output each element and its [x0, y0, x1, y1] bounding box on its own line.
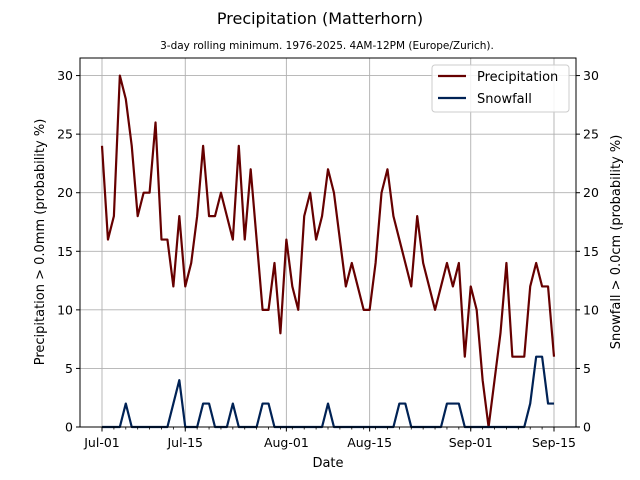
left-tick-label: 5 — [65, 361, 73, 376]
x-tick-label: Sep-15 — [532, 435, 576, 450]
grid — [80, 58, 576, 428]
series-line-precipitation — [100, 74, 556, 429]
left-axis-label: Precipitation > 0.0mm (probability %) — [33, 119, 48, 366]
x-axis: Jul-01 Jul-15 Aug-01 Aug-15 Sep-01 Sep-15 — [83, 427, 576, 450]
left-tick-label: 25 — [57, 127, 73, 142]
legend: Precipitation Snowfall — [431, 64, 570, 113]
plot-frame — [79, 57, 577, 428]
chart-subtitle: 3-day rolling minimum. 1976-2025. 4AM-12… — [160, 40, 494, 52]
left-axis: 0 5 10 15 20 25 30 — [57, 68, 80, 435]
right-tick-label: 5 — [583, 361, 591, 376]
legend-label-precipitation: Precipitation — [477, 70, 558, 85]
right-tick-label: 0 — [583, 420, 591, 435]
legend-label-snowfall: Snowfall — [477, 92, 532, 107]
x-tick-label: Sep-01 — [449, 435, 493, 450]
left-tick-label: 30 — [57, 68, 73, 83]
x-tick-label: Jul-01 — [83, 435, 120, 450]
chart-title: Precipitation (Matterhorn) — [217, 9, 423, 28]
right-tick-label: 25 — [583, 127, 599, 142]
left-tick-label: 20 — [57, 185, 73, 200]
left-tick-label: 10 — [57, 302, 73, 317]
left-tick-label: 0 — [65, 420, 73, 435]
x-axis-label: Date — [312, 456, 343, 471]
right-axis-label: Snowfall > 0.0cm (probability %) — [609, 135, 624, 350]
x-tick-label: Aug-01 — [264, 435, 309, 450]
right-tick-label: 30 — [583, 68, 599, 83]
x-tick-label: Jul-15 — [167, 435, 204, 450]
right-tick-label: 20 — [583, 185, 599, 200]
x-tick-label: Aug-15 — [347, 435, 392, 450]
left-tick-label: 15 — [57, 244, 73, 259]
right-tick-label: 10 — [583, 302, 599, 317]
legend-box — [431, 64, 570, 113]
right-tick-label: 15 — [583, 244, 599, 259]
right-axis: 0 5 10 15 20 25 30 — [576, 68, 599, 435]
